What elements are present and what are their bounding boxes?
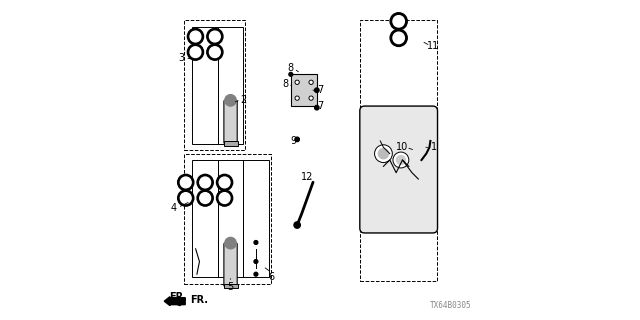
Circle shape — [254, 241, 258, 244]
Text: 9: 9 — [290, 136, 296, 146]
FancyBboxPatch shape — [223, 284, 237, 288]
Circle shape — [295, 137, 300, 142]
Circle shape — [190, 31, 201, 42]
Text: 6: 6 — [269, 272, 275, 282]
Circle shape — [295, 80, 299, 84]
Circle shape — [207, 28, 223, 44]
Circle shape — [216, 190, 233, 206]
Text: 7: 7 — [317, 85, 324, 95]
FancyBboxPatch shape — [360, 106, 438, 233]
FancyBboxPatch shape — [414, 147, 423, 161]
Circle shape — [310, 81, 312, 83]
Circle shape — [296, 97, 298, 99]
Circle shape — [296, 81, 298, 83]
Circle shape — [180, 177, 191, 188]
Circle shape — [200, 193, 211, 204]
FancyBboxPatch shape — [224, 243, 237, 286]
Circle shape — [190, 47, 201, 58]
Text: 12: 12 — [301, 172, 313, 182]
Text: 11: 11 — [428, 41, 440, 51]
Circle shape — [309, 80, 313, 84]
Circle shape — [178, 190, 194, 206]
Circle shape — [396, 156, 405, 164]
Circle shape — [310, 97, 312, 99]
FancyBboxPatch shape — [224, 100, 237, 143]
Text: 8: 8 — [288, 63, 294, 73]
Circle shape — [178, 174, 194, 190]
FancyBboxPatch shape — [291, 74, 317, 106]
Circle shape — [219, 177, 230, 188]
Text: FR.: FR. — [169, 292, 187, 302]
Circle shape — [188, 44, 204, 60]
Circle shape — [180, 193, 191, 204]
Circle shape — [197, 174, 213, 190]
Circle shape — [225, 95, 236, 106]
Circle shape — [393, 16, 404, 27]
Circle shape — [374, 145, 392, 163]
Circle shape — [209, 47, 220, 58]
Text: TX64B0305: TX64B0305 — [430, 301, 472, 310]
Text: FR.: FR. — [190, 295, 208, 305]
Circle shape — [315, 105, 319, 110]
Circle shape — [390, 13, 407, 30]
Circle shape — [289, 72, 292, 76]
Circle shape — [216, 174, 233, 190]
Text: 1: 1 — [431, 142, 436, 152]
Circle shape — [295, 96, 299, 100]
Circle shape — [200, 177, 211, 188]
Circle shape — [390, 29, 407, 46]
Text: 8: 8 — [282, 79, 288, 89]
Circle shape — [315, 88, 319, 92]
Text: 4: 4 — [171, 203, 177, 212]
Text: 3: 3 — [178, 53, 184, 63]
FancyBboxPatch shape — [223, 141, 237, 146]
Circle shape — [393, 32, 404, 44]
Circle shape — [254, 260, 258, 263]
Circle shape — [197, 190, 213, 206]
Text: 10: 10 — [396, 142, 408, 152]
Circle shape — [254, 272, 258, 276]
Circle shape — [294, 222, 300, 228]
Circle shape — [207, 44, 223, 60]
Circle shape — [219, 193, 230, 204]
Text: 7: 7 — [317, 101, 324, 111]
Circle shape — [393, 152, 409, 168]
Text: 5: 5 — [227, 282, 234, 292]
Circle shape — [309, 96, 313, 100]
Circle shape — [209, 31, 220, 42]
Text: 2: 2 — [241, 95, 247, 105]
Circle shape — [225, 237, 236, 249]
FancyArrow shape — [164, 297, 185, 306]
Circle shape — [378, 148, 388, 159]
Circle shape — [188, 28, 204, 44]
